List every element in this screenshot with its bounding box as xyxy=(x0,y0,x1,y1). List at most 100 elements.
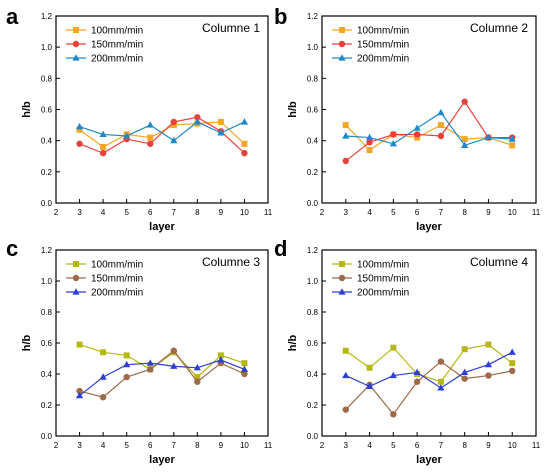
legend: 100mm/min 150mm/min 200mm/min xyxy=(332,260,409,299)
series-150mm/min xyxy=(342,98,516,165)
x-tick-label: 7 xyxy=(439,441,444,450)
panel-letter: a xyxy=(6,4,19,29)
series-line xyxy=(345,100,513,162)
data-point xyxy=(461,98,468,105)
legend-marker xyxy=(72,274,80,282)
y-tick-label: 0.6 xyxy=(41,339,53,348)
series-line xyxy=(79,121,245,148)
x-tick-label: 6 xyxy=(148,441,153,450)
x-tick-label: 2 xyxy=(320,208,325,217)
data-point xyxy=(217,352,224,359)
data-point xyxy=(342,371,350,379)
x-tick-label: 11 xyxy=(264,208,273,217)
data-point xyxy=(413,124,421,131)
data-point xyxy=(241,370,248,378)
data-point xyxy=(437,378,444,385)
y-tick-label: 0.4 xyxy=(307,370,319,379)
x-tick-label: 8 xyxy=(195,208,200,217)
legend-label: 200mm/min xyxy=(357,288,409,299)
y-tick-label: 0.2 xyxy=(41,168,53,177)
data-point xyxy=(147,140,154,147)
data-point xyxy=(241,360,248,367)
x-axis-label: layer xyxy=(416,454,442,466)
y-tick-label: 1.2 xyxy=(41,12,53,21)
data-point xyxy=(437,358,445,365)
data-point xyxy=(342,406,349,413)
data-point xyxy=(123,360,131,368)
plot-frame xyxy=(55,249,269,437)
data-point xyxy=(75,391,84,399)
data-point xyxy=(366,147,373,154)
x-tick-label: 10 xyxy=(508,208,517,217)
series-line xyxy=(345,111,513,147)
chart-title: Columne 4 xyxy=(470,255,528,269)
data-point xyxy=(217,118,224,125)
x-tick-label: 3 xyxy=(344,441,349,450)
data-point xyxy=(413,131,421,138)
legend-marker xyxy=(339,261,345,267)
x-tick-label: 8 xyxy=(462,208,467,217)
data-point xyxy=(509,360,516,367)
data-point xyxy=(461,368,469,376)
y-tick-label: 0.0 xyxy=(41,199,53,208)
series-200mm/min xyxy=(342,348,516,391)
legend-marker xyxy=(72,40,80,48)
x-axis-label: layer xyxy=(416,221,442,233)
data-point xyxy=(76,140,83,147)
series-line xyxy=(345,343,513,383)
data-point xyxy=(217,129,225,136)
legend: 100mm/min 150mm/min 200mm/min xyxy=(66,260,143,299)
y-tick-label: 1.0 xyxy=(307,277,319,286)
series-line xyxy=(79,343,245,378)
data-point xyxy=(76,126,83,133)
data-point xyxy=(193,364,201,371)
data-point xyxy=(485,372,492,379)
legend-label: 150mm/min xyxy=(91,274,143,285)
y-tick-label: 0.4 xyxy=(41,137,53,146)
x-tick-label: 5 xyxy=(124,441,129,450)
x-tick-label: 4 xyxy=(101,441,106,450)
legend: 100mm/min 150mm/min 200mm/min xyxy=(66,26,143,65)
legend-marker xyxy=(338,40,346,48)
series-line xyxy=(79,349,245,398)
series-line xyxy=(345,360,513,416)
series-line xyxy=(79,121,245,142)
data-point xyxy=(170,362,178,369)
x-tick-label: 4 xyxy=(101,208,106,217)
legend-marker xyxy=(73,27,79,33)
x-tick-label: 5 xyxy=(124,208,129,217)
legend-label: 200mm/min xyxy=(91,288,143,299)
data-point xyxy=(123,352,130,359)
data-point xyxy=(366,139,373,146)
data-point xyxy=(170,118,177,126)
data-point xyxy=(437,384,445,391)
data-point xyxy=(241,140,248,147)
data-point xyxy=(99,130,107,138)
data-point xyxy=(75,122,84,130)
data-point xyxy=(194,378,201,385)
data-point xyxy=(508,348,516,355)
y-axis-label: h/b xyxy=(287,101,299,118)
chart-title: Columne 3 xyxy=(202,255,260,269)
data-point xyxy=(461,346,468,353)
panel-letter: b xyxy=(274,4,287,29)
data-point xyxy=(217,356,225,363)
x-tick-label: 3 xyxy=(77,441,82,450)
data-point xyxy=(147,366,154,373)
data-point xyxy=(99,149,107,157)
data-point xyxy=(342,132,350,139)
legend-marker xyxy=(338,274,346,282)
x-tick-label: 2 xyxy=(54,208,59,217)
legend-marker xyxy=(339,27,345,33)
x-tick-label: 2 xyxy=(320,441,325,450)
x-tick-label: 9 xyxy=(219,208,224,217)
y-tick-label: 0.8 xyxy=(307,74,319,83)
x-tick-label: 10 xyxy=(240,441,249,450)
legend-label: 100mm/min xyxy=(91,260,143,271)
plot-frame xyxy=(321,15,537,204)
data-point xyxy=(146,121,154,128)
data-point xyxy=(509,367,516,375)
data-point xyxy=(365,382,374,389)
chart-panel-a: a 2 3 4 5 6 7 8 9 10 11 0.0 0.2 0.4 0.6 0.8 1.0 1.2 layer h… xyxy=(6,4,273,233)
y-tick-label: 0.8 xyxy=(41,74,53,83)
